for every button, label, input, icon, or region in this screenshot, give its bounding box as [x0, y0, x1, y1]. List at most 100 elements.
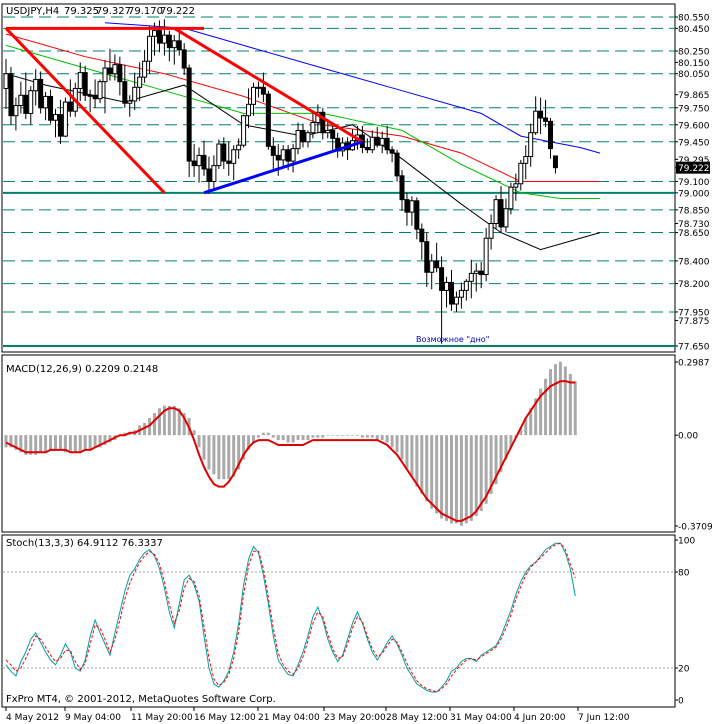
macd-bar [573, 381, 577, 436]
macd-bar [464, 435, 468, 524]
time-tick-label: 11 May 20:00 [131, 713, 193, 723]
candle-body [394, 152, 400, 177]
price-tick-label: 77.650 [678, 343, 710, 353]
candle-body [468, 272, 474, 282]
candle-body [48, 95, 54, 121]
price-tick-label: 79.450 [678, 138, 710, 148]
price-tick-label: 78.650 [678, 229, 710, 239]
candle-body [528, 132, 534, 158]
candle-body [38, 78, 44, 109]
macd-bar [54, 435, 57, 450]
time-tick-label: 4 Jun 20:00 [514, 713, 566, 723]
macd-bar [98, 435, 102, 448]
macd-bar [34, 435, 38, 455]
macd-bar [360, 435, 364, 438]
candle-body [181, 49, 187, 69]
macd-bar [355, 435, 359, 436]
macd-bar [286, 435, 290, 443]
price-tick-label: 79.222 [678, 164, 710, 174]
candle-body [241, 115, 247, 146]
candle-body [221, 143, 227, 162]
time-axis: 4 May 2012 9 May 04:00 11 May 20:00 16 May … [5, 707, 630, 723]
macd-panel: 0.2987 0.00 -0.3709 MACD(12,26,9) 0.2209 0… [1, 354, 712, 533]
candle-body [364, 146, 370, 151]
macd-tick-label: 0.00 [678, 432, 698, 442]
macd-bar [331, 435, 335, 436]
candle-body [493, 199, 499, 224]
candle-body [404, 199, 410, 213]
macd-bar [172, 405, 176, 436]
candle-body [290, 148, 296, 162]
macd-bar [247, 435, 251, 450]
price-tick-label: 77.875 [678, 317, 710, 327]
macd-bar [19, 435, 23, 453]
macd-bar [276, 435, 280, 441]
time-tick-label: 31 May 04:00 [450, 713, 512, 723]
candle-body [548, 120, 553, 150]
candle-body [414, 200, 420, 230]
macd-bar [24, 435, 28, 455]
macd-bar [49, 435, 53, 450]
macd-bar [346, 435, 350, 436]
macd-bar [148, 418, 152, 436]
macd-bar [370, 435, 374, 438]
candle-body [320, 111, 326, 134]
candle-body [62, 101, 68, 137]
candle-body [251, 86, 256, 105]
macd-bar [182, 413, 186, 436]
stoch-tick-label: 0 [678, 697, 684, 707]
price-tick-label: 77.950 [678, 308, 710, 318]
macd-bar [469, 435, 473, 521]
candle-body [424, 241, 430, 273]
candle-body [92, 94, 98, 100]
candle-body [275, 154, 281, 161]
macd-bar [237, 435, 241, 470]
stochastic-panel: 100 80 20 0 Stoch(13,3,3) 64.9112 76.3337 F… [1, 534, 695, 708]
macd-tick-label: 0.2987 [678, 359, 710, 369]
candle-body [196, 154, 202, 167]
candle-body [201, 154, 207, 170]
candle-body [523, 156, 529, 164]
macd-bar [499, 435, 503, 472]
price-tick-label: 78.850 [678, 206, 710, 216]
candle-body [498, 199, 504, 228]
copyright: FxPro MT4, © 2001-2012, MetaQuotes Softw… [6, 694, 276, 705]
candle-body [508, 186, 514, 210]
macd-bar [296, 435, 300, 441]
macd-bar [207, 435, 211, 470]
candle-body [295, 129, 301, 150]
macd-bar [568, 373, 572, 436]
macd-bar [445, 435, 449, 521]
macd-bar [202, 435, 206, 460]
candle-body [255, 86, 261, 89]
macd-bar [489, 435, 493, 494]
candle-body [216, 143, 222, 167]
candle-body [513, 183, 519, 188]
stoch-axis: 100 80 20 0 [675, 537, 695, 707]
candle-body [374, 136, 380, 146]
macd-bar [153, 413, 156, 436]
horizontal-levels [3, 16, 675, 347]
macd-panel-frame [1, 354, 676, 533]
trendline [4, 27, 166, 194]
time-tick-label: 16 May 12:00 [194, 713, 256, 723]
macd-bar [88, 435, 92, 450]
macd-bar [83, 435, 87, 450]
price-tick-label: 79.865 [678, 91, 710, 101]
macd-bar [128, 432, 132, 436]
candle-body [107, 67, 113, 75]
candle-body [265, 93, 271, 147]
candle-body [260, 86, 266, 95]
ohlc-close: 79.222 [160, 6, 195, 17]
candle-body [518, 162, 524, 185]
macd-bar [4, 435, 8, 448]
macd-bar [14, 435, 18, 450]
candle-body [57, 114, 63, 137]
candle-body [127, 100, 133, 104]
candle-body [33, 78, 39, 92]
candle-body [122, 81, 128, 104]
macd-bar [336, 435, 340, 436]
macd-bar [326, 435, 330, 436]
candle-body [458, 289, 464, 298]
candle-body [552, 155, 558, 169]
